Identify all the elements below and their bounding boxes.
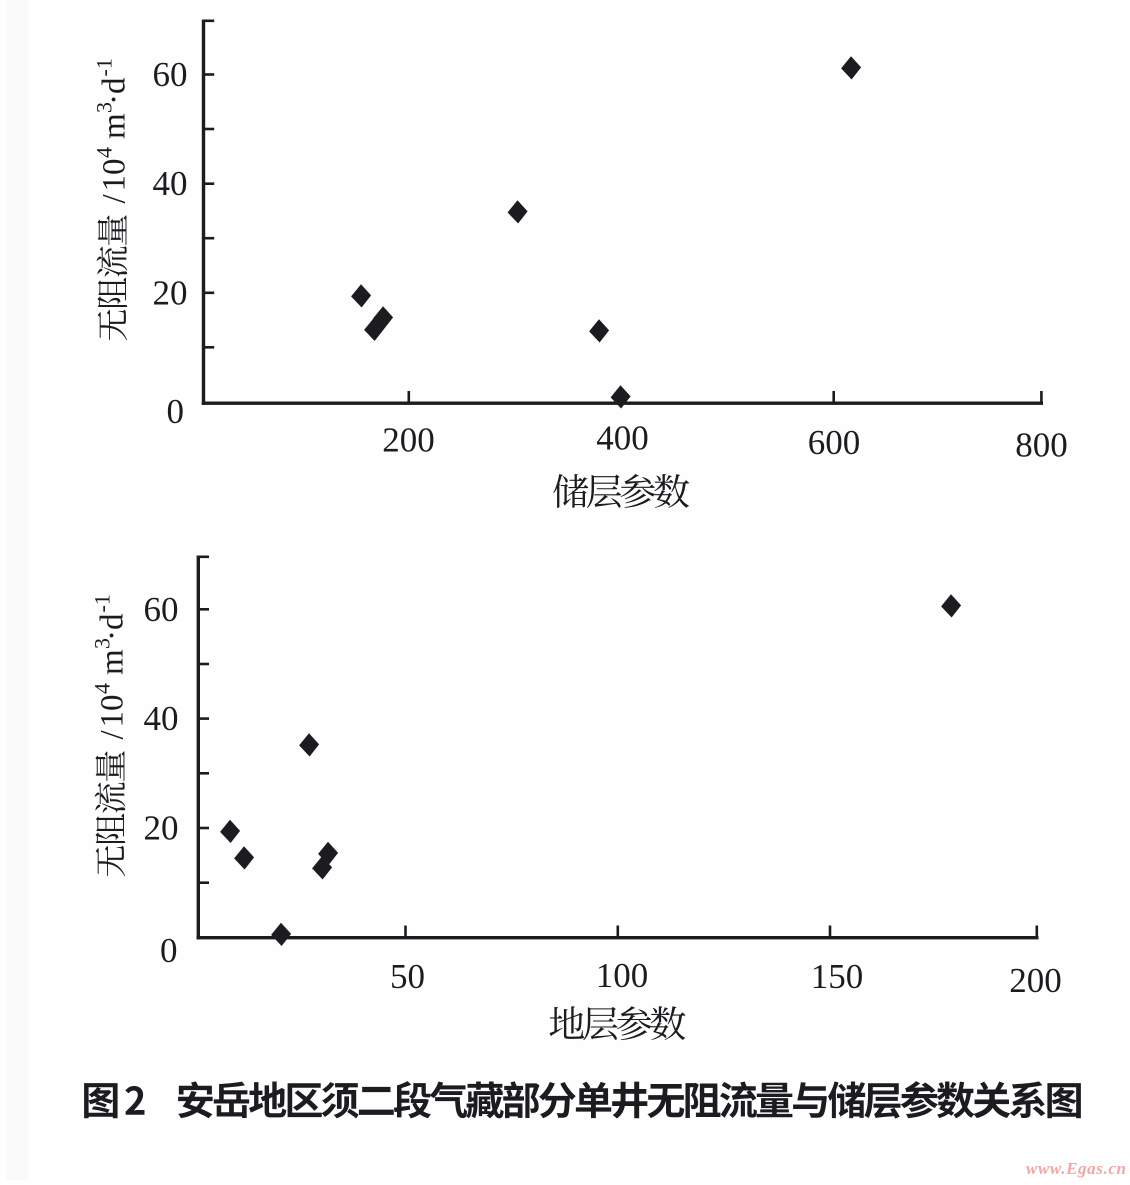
svg-text:60: 60 bbox=[153, 55, 188, 94]
svg-text:200: 200 bbox=[1009, 961, 1062, 1000]
svg-text:20: 20 bbox=[144, 809, 179, 848]
svg-text:/104m3·d-1: /104m3·d-1 bbox=[90, 594, 131, 739]
svg-text:www.Egas.cn: www.Egas.cn bbox=[1026, 1159, 1126, 1178]
svg-text:40: 40 bbox=[144, 699, 179, 738]
svg-text:50: 50 bbox=[390, 957, 425, 996]
svg-text:60: 60 bbox=[144, 590, 179, 629]
svg-text:150: 150 bbox=[811, 957, 864, 996]
svg-text:600: 600 bbox=[808, 423, 861, 462]
svg-text:40: 40 bbox=[153, 164, 188, 203]
svg-text:0: 0 bbox=[160, 931, 178, 970]
svg-text:200: 200 bbox=[382, 421, 435, 460]
svg-text:800: 800 bbox=[1015, 426, 1068, 465]
svg-text:400: 400 bbox=[596, 419, 649, 458]
svg-text:20: 20 bbox=[153, 273, 188, 312]
svg-text:100: 100 bbox=[596, 956, 649, 995]
svg-text:0: 0 bbox=[167, 392, 185, 431]
svg-text:/104m3·d-1: /104m3·d-1 bbox=[92, 58, 133, 203]
